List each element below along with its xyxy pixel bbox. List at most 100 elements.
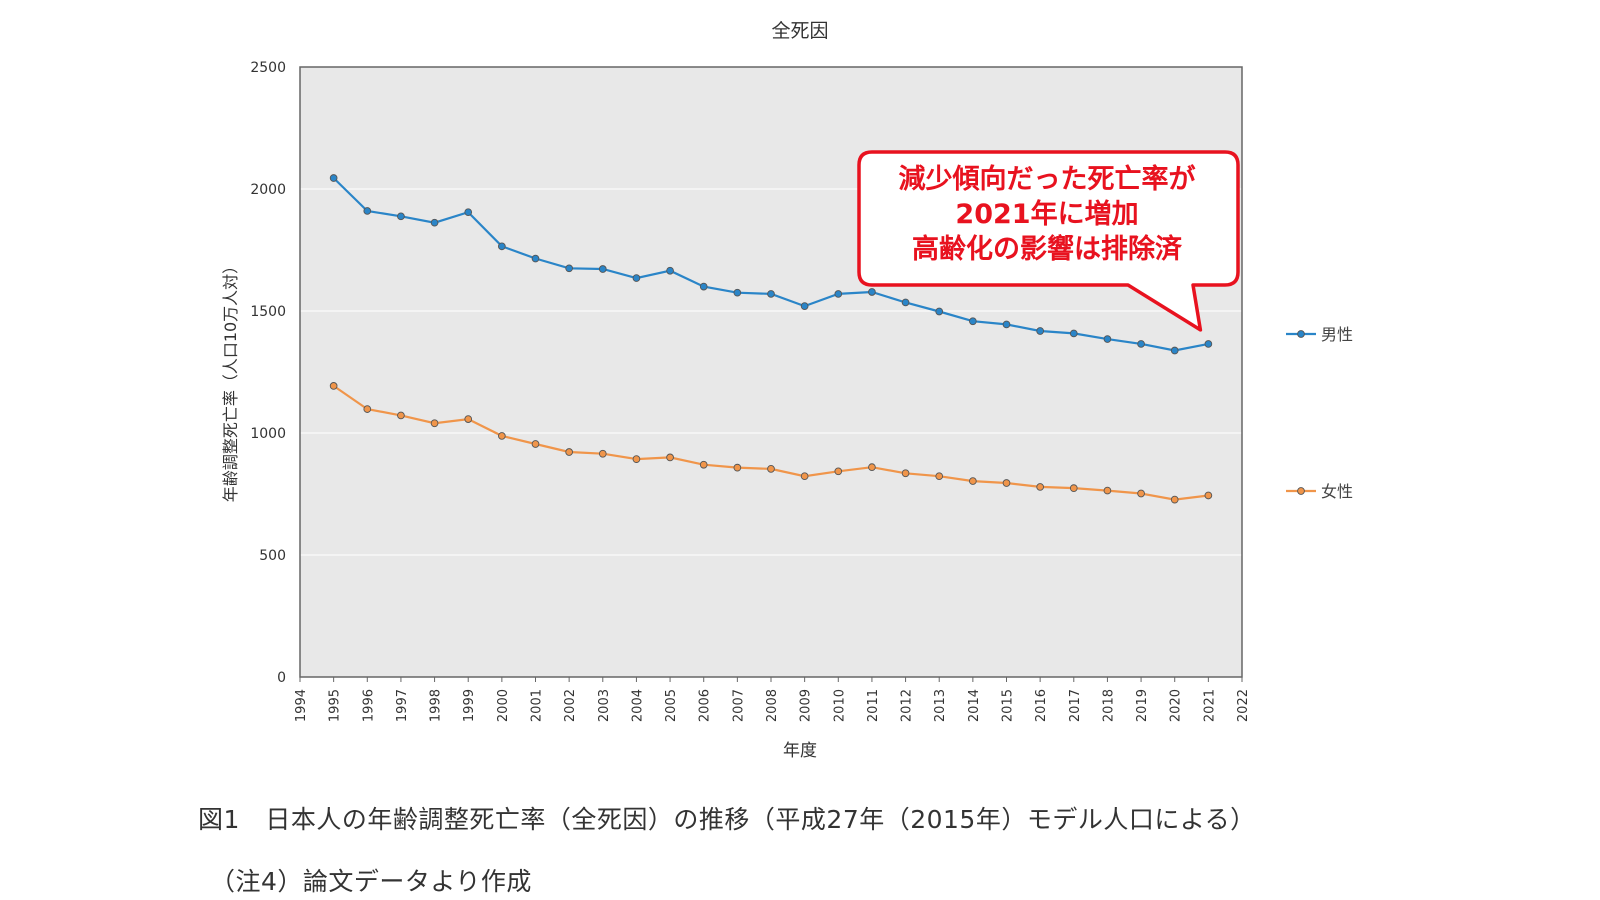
y-axis-label: 年齢調整死亡率（人口10万人対） — [221, 258, 240, 502]
data-point — [430, 419, 439, 428]
data-point — [598, 265, 607, 273]
data-point — [531, 254, 540, 263]
data-point — [329, 382, 338, 390]
data-point — [767, 290, 775, 298]
data-point — [699, 282, 708, 291]
data-point — [733, 463, 742, 472]
data-point — [1069, 329, 1078, 338]
x-tick-label: 2020 — [1169, 689, 1184, 722]
data-point — [1204, 340, 1213, 348]
x-tick-label: 2001 — [530, 689, 545, 722]
y-tick-label: 2500 — [250, 60, 286, 76]
x-tick-label: 1994 — [294, 689, 309, 722]
x-tick-label: 1995 — [328, 689, 343, 722]
x-tick-label: 2006 — [698, 689, 713, 722]
legend-label: 女性 — [1321, 482, 1353, 501]
y-tick-label: 500 — [259, 548, 286, 564]
y-tick-label: 2000 — [250, 182, 286, 198]
x-tick-label: 1998 — [429, 689, 444, 722]
y-tick-label: 1500 — [250, 304, 286, 320]
legend-marker — [1297, 487, 1305, 495]
x-tick-label: 2003 — [597, 689, 612, 722]
chart: 0 500 1000 1500 2000 2500 1994 1995 1996 1997 1998… — [221, 20, 1353, 761]
data-point — [800, 472, 809, 481]
x-tick-label: 1996 — [361, 689, 376, 722]
x-tick-label: 2015 — [1001, 689, 1016, 722]
y-tick-label: 1000 — [250, 426, 286, 442]
data-point — [901, 298, 910, 307]
x-tick-label: 2004 — [630, 689, 645, 722]
x-tick-label: 2007 — [731, 689, 746, 722]
data-point — [901, 469, 910, 478]
x-axis-label: 年度 — [783, 741, 817, 761]
chart-title: 全死因 — [771, 20, 828, 42]
data-point — [498, 432, 506, 440]
data-point — [498, 242, 506, 251]
data-point — [632, 274, 641, 282]
x-tick-label: 2011 — [866, 689, 881, 722]
data-point — [1170, 495, 1179, 504]
x-tick-label: 2014 — [967, 689, 982, 722]
data-point — [1170, 346, 1179, 355]
data-point — [1036, 327, 1044, 335]
data-point — [666, 453, 674, 462]
legend-marker — [1297, 330, 1305, 338]
data-point — [767, 465, 775, 473]
data-point — [1137, 340, 1145, 348]
x-tick-label: 2012 — [900, 689, 915, 722]
data-point — [430, 218, 439, 227]
x-tick-label: 2017 — [1068, 689, 1083, 722]
x-tick-label: 2008 — [765, 689, 780, 722]
x-tick-label: 2022 — [1236, 689, 1251, 722]
x-tick-label: 2021 — [1202, 689, 1217, 722]
data-point — [632, 455, 641, 463]
x-tick-label: 2018 — [1101, 689, 1116, 722]
annotation-text: 減少傾向だった死亡率が — [899, 163, 1196, 195]
source-note: （注4）論文データより作成 — [210, 867, 532, 896]
x-tick-label: 2009 — [799, 689, 814, 722]
annotation-text: 2021年に増加 — [955, 198, 1138, 230]
data-point — [1002, 479, 1011, 487]
data-point — [935, 307, 944, 316]
x-tick-label: 2002 — [563, 689, 578, 722]
data-point — [1204, 491, 1213, 500]
data-point — [868, 288, 876, 296]
annotation-callout — [857, 150, 1240, 332]
data-point — [935, 472, 944, 481]
data-point — [1137, 489, 1145, 498]
data-point — [1103, 335, 1112, 343]
data-point — [329, 174, 338, 182]
data-point — [464, 208, 473, 217]
data-point — [397, 411, 405, 420]
data-point — [666, 266, 674, 275]
data-point — [565, 448, 573, 456]
x-tick-label: 1999 — [462, 689, 477, 722]
y-tick-label: 0 — [277, 670, 286, 686]
data-point — [598, 449, 607, 458]
annotation-text: 高齢化の影響は排除済 — [912, 233, 1183, 265]
data-point — [969, 317, 977, 326]
data-point — [834, 290, 843, 298]
data-point — [565, 264, 573, 273]
data-point — [363, 207, 372, 215]
legend-label: 男性 — [1321, 325, 1353, 344]
data-point — [834, 467, 843, 476]
x-tick-label: 2000 — [496, 689, 511, 722]
data-point — [969, 477, 977, 485]
data-point — [733, 288, 742, 297]
data-point — [531, 440, 540, 448]
figure-caption: 図1 日本人の年齢調整死亡率（全死因）の推移（平成27年（2015年）モデル人口… — [198, 805, 1256, 834]
data-point — [464, 415, 473, 423]
data-point — [868, 463, 876, 472]
x-tick-label: 1997 — [395, 689, 410, 722]
data-point — [699, 460, 708, 469]
data-point — [1002, 320, 1011, 329]
data-point — [800, 302, 809, 310]
data-point — [1036, 483, 1044, 491]
x-tick-label: 2019 — [1135, 689, 1150, 722]
x-tick-label: 2013 — [933, 689, 948, 722]
x-tick-label: 2005 — [664, 689, 679, 722]
data-point — [363, 405, 372, 413]
x-tick-label: 2016 — [1034, 689, 1049, 722]
data-point — [1103, 486, 1112, 495]
